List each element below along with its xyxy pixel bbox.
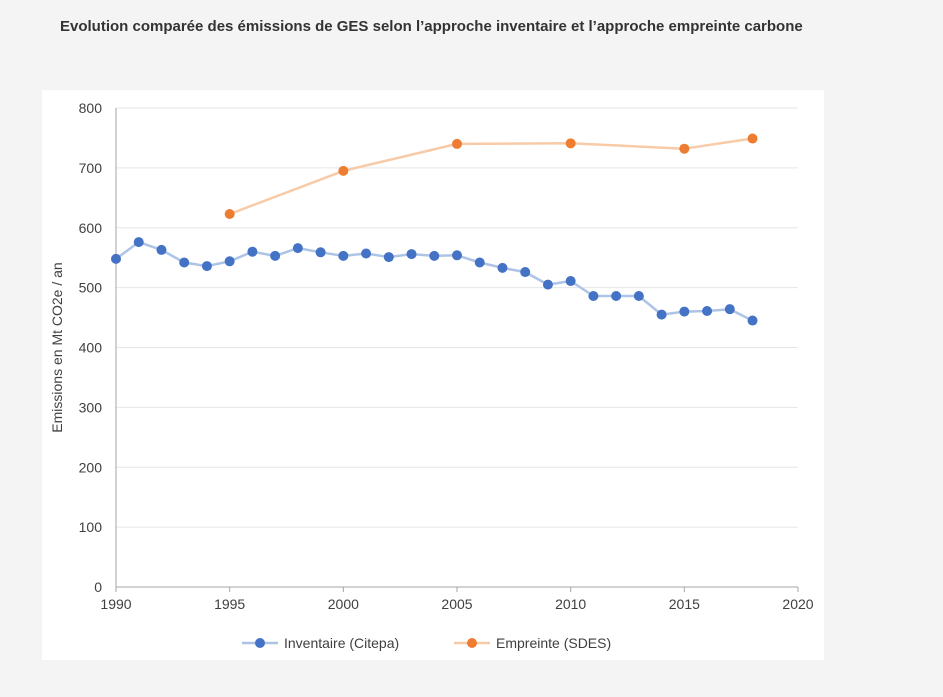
data-point (179, 257, 190, 268)
data-point (747, 315, 758, 326)
y-tick-label: 700 (79, 160, 103, 176)
data-point (338, 165, 349, 176)
chart-panel: 0 100 200 300 400 500 600 700 800 1990 1995 2000 20… (42, 90, 824, 660)
data-point (724, 304, 735, 315)
data-point (452, 250, 462, 261)
legend-label: Empreinte (SDES) (496, 635, 611, 651)
x-tick-label: 2010 (555, 596, 586, 612)
data-point (633, 291, 644, 302)
x-tick-label: 1990 (100, 596, 131, 612)
x-tick-label: 2000 (328, 596, 359, 612)
y-axis-title: Emissions en Mt CO2e / an (49, 262, 65, 432)
data-point (361, 248, 372, 259)
y-tick-label: 600 (79, 220, 103, 236)
legend: Inventaire (Citepa) Empreinte (SDES) (242, 635, 611, 651)
data-point (702, 305, 713, 316)
data-point (565, 138, 576, 149)
data-point (383, 252, 394, 263)
data-point (497, 262, 508, 273)
x-tick-label: 2020 (782, 596, 813, 612)
data-point (679, 143, 690, 154)
y-tick-labels: 0 100 200 300 400 500 600 700 800 (79, 100, 103, 595)
x-tick-labels: 1990 1995 2000 2005 2010 2015 2020 (100, 596, 813, 612)
legend-swatch-marker (255, 638, 265, 648)
x-tick-label: 2015 (669, 596, 700, 612)
y-tick-label: 0 (94, 579, 102, 595)
data-point (133, 237, 144, 248)
legend-item: Empreinte (SDES) (454, 635, 611, 651)
data-point (270, 250, 281, 261)
data-point (406, 249, 417, 260)
chart-title: Evolution comparée des émissions de GES … (60, 18, 803, 35)
data-point (520, 267, 531, 278)
data-point (292, 243, 303, 254)
series-empreinte (224, 133, 758, 219)
data-point (452, 138, 462, 149)
data-point (474, 257, 485, 268)
data-point (679, 306, 690, 317)
data-point (429, 250, 440, 261)
data-point (201, 261, 212, 272)
data-point (611, 291, 622, 302)
series-inventaire (111, 237, 758, 326)
y-tick-label: 100 (79, 519, 103, 535)
data-point (565, 276, 576, 287)
data-point (111, 253, 121, 264)
line-chart: 0 100 200 300 400 500 600 700 800 1990 1995 2000 20… (49, 100, 814, 651)
data-point (224, 208, 235, 219)
data-point (224, 256, 235, 267)
data-point (338, 250, 349, 261)
data-point (747, 133, 758, 144)
y-tick-label: 200 (79, 459, 103, 475)
y-tick-label: 300 (79, 399, 103, 415)
y-tick-label: 500 (79, 280, 103, 296)
data-point (247, 246, 258, 257)
y-tick-label: 800 (79, 100, 103, 116)
legend-label: Inventaire (Citepa) (284, 635, 399, 651)
data-point (156, 244, 167, 255)
gridlines (116, 107, 798, 528)
y-tick-label: 400 (79, 340, 103, 356)
x-tick-label: 2005 (441, 596, 472, 612)
data-point (656, 309, 667, 320)
data-point (588, 291, 599, 302)
series-line (229, 137, 753, 216)
series-layer (111, 133, 758, 326)
data-point (542, 279, 553, 290)
legend-swatch-marker (467, 638, 477, 648)
x-tick-label: 1995 (214, 596, 245, 612)
data-point (315, 247, 326, 258)
axes (115, 108, 799, 592)
legend-item: Inventaire (Citepa) (242, 635, 399, 651)
